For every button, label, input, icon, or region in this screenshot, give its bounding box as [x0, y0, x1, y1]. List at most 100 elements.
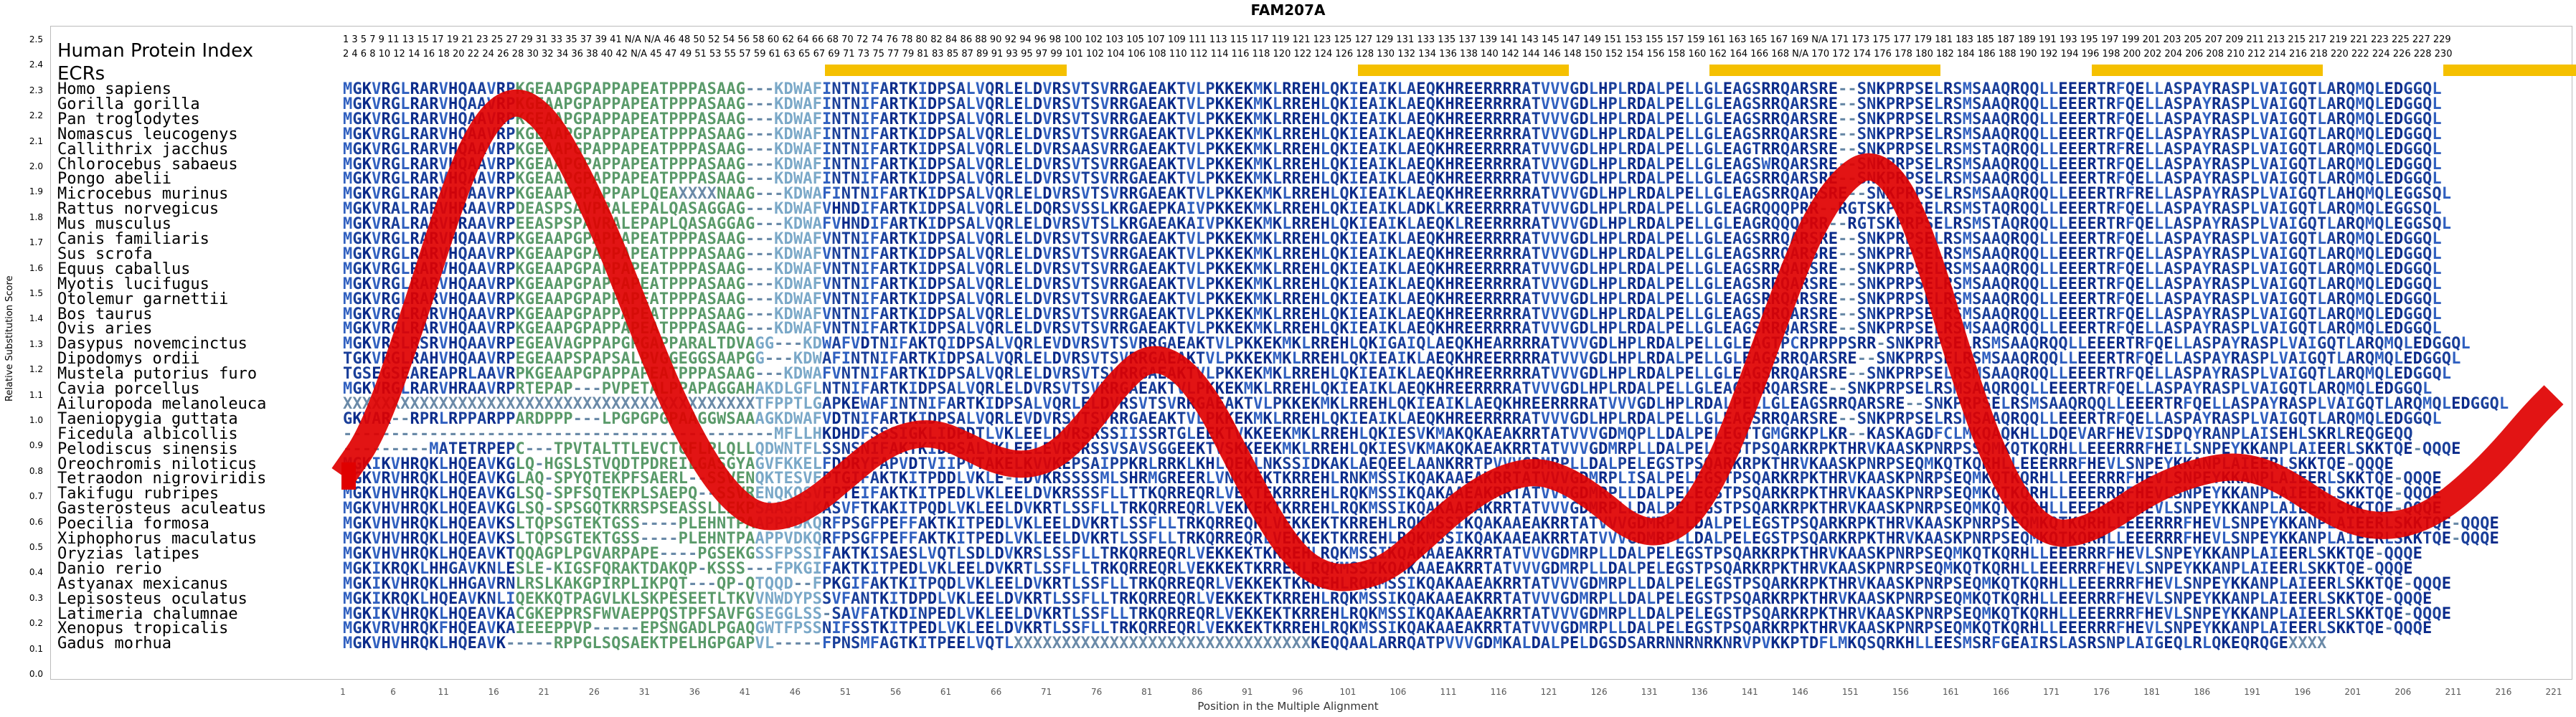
species-name: Bos taurus [57, 305, 153, 323]
species-name: Ficedula albicollis [57, 424, 238, 443]
x-tick-label: 201 [2344, 687, 2362, 697]
y-tick-label: 0.4 [29, 567, 43, 578]
y-tick-label: 1.1 [29, 389, 43, 400]
x-tick-label: 141 [1741, 687, 1758, 697]
species-name: Gadus morhua [57, 635, 171, 653]
species-name: Pelodiscus sinensis [57, 440, 238, 458]
x-tick-label: 26 [588, 687, 600, 697]
x-tick-label: 71 [1040, 687, 1052, 697]
species-name: Mus musculus [57, 215, 171, 234]
species-name: Oreochromis niloticus [57, 455, 258, 473]
y-tick-label: 1.8 [29, 212, 43, 222]
y-tick-label: 0.9 [29, 440, 43, 451]
ecr-block [825, 65, 1067, 76]
y-tick-label: 1.6 [29, 262, 43, 273]
y-tick-label: 1.2 [29, 364, 43, 375]
y-tick-label: 2.2 [29, 110, 43, 121]
x-tick-label: 171 [2043, 687, 2060, 697]
y-tick-label: 1.4 [29, 313, 43, 324]
ecr-block [1357, 65, 1570, 76]
sequence-row: MGKVRGLRARVHQAAVRPKGEAAPGPAPPAPEATPPPASA… [343, 95, 2442, 113]
ecr-block [1709, 65, 1941, 76]
y-tick-label: 2.4 [29, 60, 43, 70]
x-tick-label: 81 [1141, 687, 1153, 697]
sequence-row: MGKIKVHRQKLHQEAVKACGKEPPRSFWVAEPPQSTPFSA… [343, 604, 2452, 623]
species-name: Sus scrofa [57, 244, 153, 263]
x-tick-label: 51 [839, 687, 851, 697]
x-tick-label: 96 [1292, 687, 1303, 697]
wave-start-cap [341, 462, 356, 490]
x-tick-label: 131 [1641, 687, 1658, 697]
y-tick-label: 1.9 [29, 186, 43, 197]
y-tick-label: 0.7 [29, 491, 43, 502]
ecr-block [2091, 65, 2323, 76]
x-tick-label: 36 [689, 687, 700, 697]
x-tick-label: 91 [1242, 687, 1253, 697]
x-tick-label: 116 [1490, 687, 1507, 697]
x-tick-label: 181 [2143, 687, 2161, 697]
y-tick-label: 0.3 [29, 592, 43, 603]
species-name: Xiphophorus maculatus [57, 530, 258, 548]
x-tick-label: 56 [890, 687, 902, 697]
x-tick-label: 61 [940, 687, 952, 697]
x-tick-label: 86 [1192, 687, 1203, 697]
x-tick-label: 156 [1892, 687, 1909, 697]
sequence-row: MGKVRSLRSRVHQAAVRPEGEAVAGPPAPGPGAPPARALT… [343, 335, 2471, 353]
species-name: Otolemur garnettii [57, 290, 229, 308]
species-name: Mustela putorius furo [57, 365, 258, 384]
x-tick-label: 176 [2093, 687, 2110, 697]
x-tick-label: 151 [1841, 687, 1859, 697]
species-name: Equus caballus [57, 260, 191, 278]
sequence-row: MGKVRGLRARVHQAAVRPKGEAAPGPAPPAPEATPPPASA… [343, 305, 2442, 323]
x-tick-label: 166 [1993, 687, 2009, 697]
species-name: Homo sapiens [57, 80, 171, 98]
x-tick-label: 6 [390, 687, 396, 697]
x-tick-label: 211 [2445, 687, 2462, 697]
species-name: Microcebus murinus [57, 185, 229, 204]
x-tick-label: 216 [2495, 687, 2512, 697]
sequence-row: MGKIKRQKLHQEAVKNLIQEKKQTPAGVLKLSKPESEETL… [343, 589, 2433, 608]
species-name: Canis familiaris [57, 230, 209, 248]
x-tick-label: 1 [340, 687, 346, 697]
x-tick-label: 161 [1943, 687, 1959, 697]
x-tick-label: 21 [538, 687, 549, 697]
sequence-row: MGKVHVHRQKLHQEAVK-----RPPGLSQSAEKTPELHGP… [343, 635, 2327, 653]
species-name: Gorilla gorilla [57, 95, 200, 113]
species-name: Oryzias latipes [57, 544, 200, 563]
x-tick-label: 76 [1091, 687, 1103, 697]
plot-frame [50, 26, 2572, 680]
x-tick-label: 206 [2395, 687, 2412, 697]
species-name: Gasterosteus aculeatus [57, 500, 267, 518]
y-tick-label: 2.1 [29, 136, 43, 146]
x-tick-label: 221 [2545, 687, 2562, 697]
figure-title: FAM207A [1250, 1, 1326, 19]
y-tick-label: 2.5 [29, 34, 43, 44]
species-name: Cavia porcellus [57, 380, 200, 398]
sequence-row: MGKVRGLRARVHQAAVRPKGEAAPGPAPPAPEATPPPASA… [343, 320, 2442, 338]
y-tick-label: 0.6 [29, 516, 43, 527]
y-tick-label: 0.5 [29, 542, 43, 552]
species-name: Ovis aries [57, 320, 153, 338]
sequence-row: MGKVRGLRARVHQAAVRPKGEAAPGPAPPAPEATPPPASA… [343, 80, 2442, 98]
species-name: Rattus norvegicus [57, 200, 220, 219]
wave-line [331, 89, 2564, 592]
y-tick-label: 2.3 [29, 85, 43, 95]
y-tick-label: 1.0 [29, 415, 43, 425]
species-name: Pan troglodytes [57, 110, 200, 128]
sequence-row: MGKVHVHRQKLHQEAVKSLTQPSGTEKTGSS----PLEHN… [343, 530, 2499, 548]
y-tick-label: 1.5 [29, 288, 43, 298]
x-tick-label: 106 [1390, 687, 1407, 697]
sequence-row: MGKIKVHRQKLHHGAVRNLRSLKAKGPIRPLIKPQT---Q… [343, 574, 2452, 593]
x-tick-label: 186 [2194, 687, 2211, 697]
x-tick-label: 101 [1339, 687, 1357, 697]
human-protein-index-label: Human Protein Index [57, 40, 254, 62]
species-name: Danio rerio [57, 559, 162, 578]
species-name: Dasypus novemcinctus [57, 335, 247, 353]
x-tick-label: 191 [2244, 687, 2261, 697]
x-tick-label: 121 [1540, 687, 1557, 697]
species-name: Astyanax mexicanus [57, 574, 229, 593]
y-tick-label: 2.0 [29, 161, 43, 171]
x-tick-label: 41 [739, 687, 750, 697]
sequence-row: MGKVRGLRARVHQAAVRPKGEAAPGPAPPAPLQEAXXXXN… [343, 185, 2452, 204]
